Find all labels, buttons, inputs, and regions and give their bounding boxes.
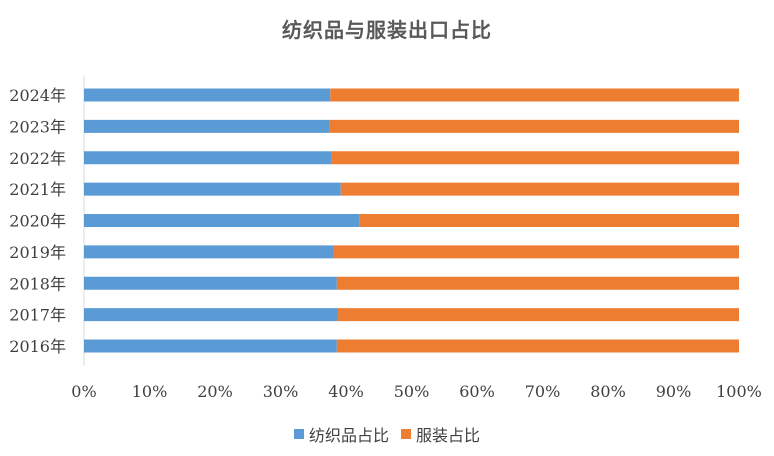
bar-apparel-4 — [359, 214, 739, 227]
x-tick-label: 60% — [459, 382, 495, 401]
bar-textiles-7 — [84, 308, 338, 322]
legend-label-textiles: 纺织品占比 — [308, 426, 389, 445]
legend-label-apparel: 服装占比 — [416, 426, 481, 445]
y-tick-label: 2020年 — [9, 212, 66, 231]
bar-apparel-3 — [340, 182, 739, 196]
legend-swatch-apparel — [401, 429, 411, 439]
bar-textiles-5 — [84, 245, 334, 259]
bar-textiles-2 — [84, 151, 332, 165]
bar-textiles-8 — [84, 339, 337, 353]
legend: 纺织品占比 服装占比 — [0, 422, 774, 446]
bar-apparel-6 — [336, 276, 739, 290]
bar-textiles-4 — [84, 214, 360, 227]
y-tick-label: 2024年 — [9, 86, 66, 105]
bar-apparel-2 — [331, 151, 739, 165]
bar-apparel-8 — [336, 339, 739, 353]
x-tick-label: 70% — [525, 382, 561, 401]
y-tick-label: 2019年 — [9, 243, 66, 262]
y-tick-label: 2022年 — [9, 149, 66, 168]
x-tick-label: 90% — [656, 382, 692, 401]
x-tick-label: 30% — [263, 382, 299, 401]
y-tick-label: 2023年 — [9, 117, 66, 136]
y-tick-label: 2021年 — [9, 180, 66, 199]
legend-item-textiles: 纺织品占比 — [293, 422, 389, 446]
x-tick-label: 80% — [590, 382, 626, 401]
x-tick-label: 0% — [71, 382, 96, 401]
bar-apparel-1 — [329, 119, 739, 133]
x-tick-label: 20% — [197, 382, 233, 401]
x-tick-label: 50% — [394, 382, 430, 401]
bar-textiles-3 — [84, 182, 341, 196]
x-tick-label: 100% — [716, 382, 762, 401]
legend-swatch-textiles — [293, 429, 304, 439]
bar-textiles-1 — [84, 119, 330, 133]
bar-textiles-0 — [84, 88, 331, 102]
y-tick-label: 2018年 — [9, 274, 66, 293]
chart-title: 纺织品与服装出口占比 — [282, 18, 492, 42]
bar-textiles-6 — [84, 276, 337, 290]
bar-apparel-7 — [337, 308, 739, 322]
bar-apparel-5 — [333, 245, 739, 259]
legend-item-apparel: 服装占比 — [401, 422, 480, 446]
y-tick-label: 2016年 — [9, 337, 66, 356]
y-tick-label: 2017年 — [9, 306, 66, 325]
x-tick-label: 10% — [132, 382, 168, 401]
bar-apparel-0 — [330, 88, 739, 102]
x-tick-label: 40% — [328, 382, 364, 401]
